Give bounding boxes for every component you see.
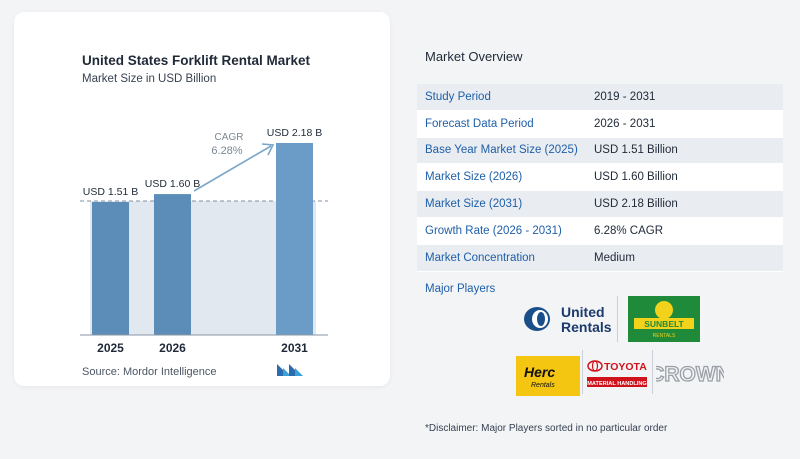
united-rentals-logo: United Rentals <box>521 299 615 339</box>
overview-row: Base Year Market Size (2025) USD 1.51 Bil… <box>417 137 783 165</box>
svg-text:SUNBELT: SUNBELT <box>644 319 684 329</box>
bar-2031 <box>276 143 313 335</box>
overview-row: Market Concentration Medium <box>417 244 783 272</box>
cagr-arrow-line <box>193 145 272 192</box>
overview-row-label: Market Concentration <box>425 251 535 264</box>
market-overview-table: Study Period 2019 - 2031 Forecast Data Per… <box>417 84 783 272</box>
svg-text:United: United <box>561 304 605 320</box>
bar-value-label: USD 1.51 B <box>83 186 138 198</box>
overview-row-label: Study Period <box>425 90 491 103</box>
overview-row-label: Growth Rate (2026 - 2031) <box>425 224 562 237</box>
svg-text:Rentals: Rentals <box>531 382 555 389</box>
market-overview-heading: Market Overview <box>425 49 523 64</box>
logo-divider <box>582 350 583 394</box>
source-note: Source: Mordor Intelligence <box>82 366 217 378</box>
overview-row-value: 2019 - 2031 <box>594 90 656 103</box>
logo-divider <box>617 296 618 342</box>
overview-row-value: 2026 - 2031 <box>594 117 656 130</box>
disclaimer-note: *Disclaimer: Major Players sorted in no … <box>425 423 668 434</box>
overview-row-label: Forecast Data Period <box>425 117 534 130</box>
logo-divider <box>652 350 653 394</box>
overview-row-label: Market Size (2026) <box>425 171 523 184</box>
overview-row-label: Base Year Market Size (2025) <box>425 144 578 157</box>
svg-text:TOYOTA: TOYOTA <box>604 361 647 373</box>
cagr-arrow-head <box>261 143 275 156</box>
sunbelt-rentals-logo: SUNBELT RENTALS <box>628 296 700 342</box>
svg-text:MATERIAL HANDLING: MATERIAL HANDLING <box>587 381 646 387</box>
bar-2026 <box>154 194 191 335</box>
svg-text:RENTALS: RENTALS <box>653 333 676 339</box>
x-tick-label: 2031 <box>281 341 308 355</box>
overview-row-value: Medium <box>594 251 635 264</box>
overview-row-value: USD 2.18 Billion <box>594 198 678 211</box>
herc-rentals-logo: Herc Rentals <box>516 356 580 396</box>
x-tick-label: 2026 <box>159 341 186 355</box>
mordor-intelligence-logo <box>277 364 303 376</box>
overview-row: Study Period 2019 - 2031 <box>417 84 783 111</box>
overview-row-value: USD 1.60 Billion <box>594 171 678 184</box>
chart-title: United States Forklift Rental Market <box>82 53 311 68</box>
overview-row-label: Market Size (2031) <box>425 198 523 211</box>
svg-text:Herc: Herc <box>524 364 555 380</box>
bar-value-label: USD 1.60 B <box>145 178 200 190</box>
svg-text:Rentals: Rentals <box>561 319 612 335</box>
toyota-material-handling-logo: TOYOTA MATERIAL HANDLING <box>585 352 649 392</box>
overview-row: Growth Rate (2026 - 2031) 6.28% CAGR <box>417 217 783 245</box>
svg-text:CROWN: CROWN <box>656 363 724 386</box>
crown-logo: CROWN <box>649 354 732 390</box>
cagr-label: CAGR <box>215 132 244 143</box>
bar-chart: USD 1.51 B USD 1.60 B USD 2.18 B 2025 2026 2… <box>80 127 328 355</box>
cagr-value: 6.28% <box>211 145 242 157</box>
overview-row-value: 6.28% CAGR <box>594 224 664 237</box>
major-players-heading: Major Players <box>425 283 496 295</box>
chart-subtitle: Market Size in USD Billion <box>82 73 217 85</box>
x-tick-label: 2025 <box>97 341 124 355</box>
bar-2025 <box>92 202 129 335</box>
overview-row-value: USD 1.51 Billion <box>594 144 678 157</box>
overview-row: Market Size (2031) USD 2.18 Billion <box>417 191 783 218</box>
overview-row: Market Size (2026) USD 1.60 Billion <box>417 164 783 192</box>
bar-value-label: USD 2.18 B <box>267 127 322 139</box>
overview-row: Forecast Data Period 2026 - 2031 <box>417 110 783 138</box>
